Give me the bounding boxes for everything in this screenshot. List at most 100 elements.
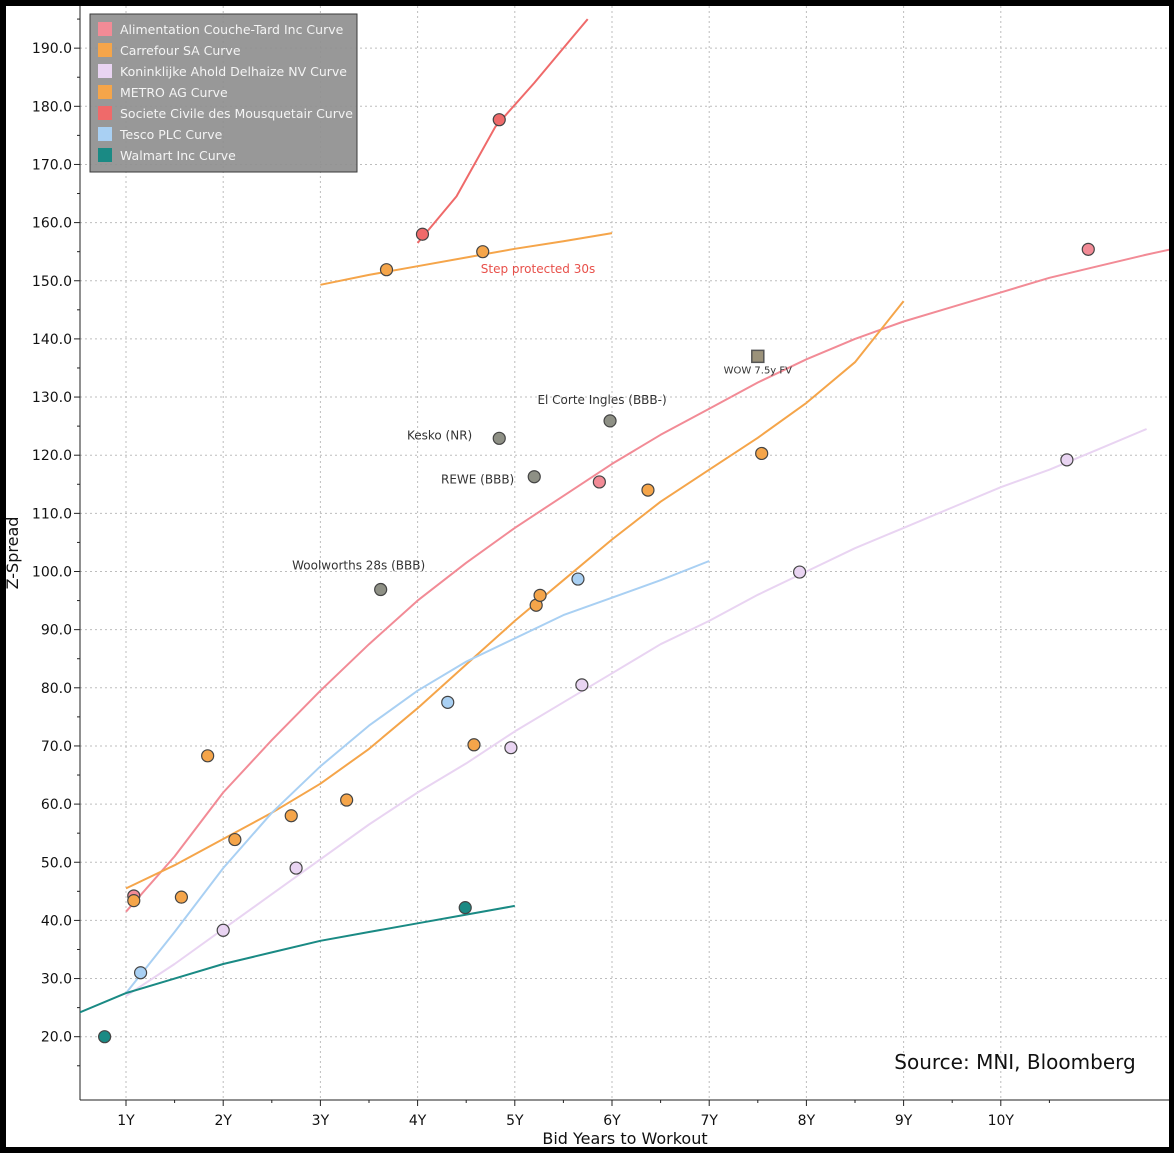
legend-entry: Carrefour SA Curve [120, 43, 241, 58]
minor-ticks [77, 18, 1050, 1103]
legend-entry: Alimentation Couche-Tard Inc Curve [120, 22, 344, 37]
plot-area [80, 6, 1169, 1100]
legend-entry: Koninklijke Ahold Delhaize NV Curve [120, 64, 347, 79]
data-point [533, 588, 547, 602]
y-tick-label: 40.0 [41, 913, 72, 929]
data-point [792, 565, 807, 579]
y-tick-label: 190.0 [32, 41, 72, 57]
legend: Alimentation Couche-Tard Inc Curve Carref… [89, 13, 358, 173]
peer-label: Kesko (NR) [407, 428, 472, 442]
data-point [216, 923, 230, 937]
x-tick-label: 4Y [409, 1113, 427, 1129]
series-curve [320, 232, 613, 286]
legend-entry: METRO AG Curve [120, 85, 228, 100]
data-point [379, 263, 394, 277]
y-axis-title: Z-Spread [3, 517, 22, 590]
y-tick-label: 110.0 [32, 506, 72, 522]
legend-swatch [98, 106, 112, 120]
series-points [98, 113, 1095, 1044]
legend-swatch [98, 127, 112, 141]
peer-label: WOW 7.5y FV [724, 365, 793, 376]
legend-box [89, 13, 358, 173]
data-point [571, 572, 585, 586]
series-curves [80, 18, 1169, 1014]
legend-entry: Tesco PLC Curve [119, 127, 223, 142]
y-tick-label: 20.0 [41, 1030, 72, 1046]
y-tick-label: 120.0 [32, 448, 72, 464]
peer-point [527, 470, 541, 484]
series-curve [80, 904, 515, 1014]
data-point [174, 890, 189, 904]
y-tick-label: 90.0 [41, 623, 72, 639]
data-point [284, 809, 298, 823]
data-point [592, 475, 606, 489]
y-tick-label: 180.0 [32, 99, 72, 115]
x-tick-label: 1Y [117, 1113, 135, 1129]
y-tick-label: 130.0 [32, 390, 72, 406]
y-tick-label: 80.0 [41, 681, 72, 697]
data-point [755, 446, 769, 461]
x-axis: 1Y 2Y 3Y 4Y 5Y 6Y 7Y 8Y 9Y 10Y [117, 1100, 1014, 1129]
series-curve [125, 248, 1169, 913]
y-tick-label: 30.0 [41, 972, 72, 988]
peer-points: Woolworths 28s (BBB) Kesko (NR) REWE (BBB)… [292, 349, 793, 597]
x-tick-label: 9Y [895, 1113, 913, 1129]
peer-label: Woolworths 28s (BBB) [292, 559, 425, 573]
y-tick-label: 160.0 [32, 216, 72, 232]
y-tick-label: 60.0 [41, 797, 72, 813]
y-tick-label: 140.0 [32, 332, 72, 348]
x-tick-label: 10Y [988, 1113, 1015, 1129]
peer-point [374, 582, 388, 597]
data-point [1081, 242, 1095, 256]
y-axis: 20.0 30.0 40.0 50.0 60.0 70.0 80.0 90.0 100.0 110… [32, 41, 80, 1046]
step-protected-annotation: Step protected 30s [481, 262, 596, 276]
y-tick-label: 170.0 [32, 157, 72, 173]
x-tick-label: 2Y [214, 1113, 232, 1129]
series-curve [125, 300, 905, 890]
legend-swatch [98, 148, 112, 162]
x-tick-label: 6Y [603, 1113, 621, 1129]
data-point [492, 113, 506, 127]
data-point [415, 227, 430, 241]
data-point [228, 832, 242, 847]
y-tick-label: 70.0 [41, 739, 72, 755]
y-tick-label: 100.0 [32, 565, 72, 581]
peer-point [603, 414, 617, 428]
legend-swatch [98, 22, 112, 36]
legend-swatch [98, 85, 112, 99]
x-tick-label: 5Y [506, 1113, 524, 1129]
data-point [340, 793, 354, 807]
legend-swatch [98, 43, 112, 57]
peer-label: El Corte Ingles (BBB-) [537, 393, 666, 407]
source-note: Source: MNI, Bloomberg [894, 1050, 1135, 1074]
data-point [476, 245, 490, 259]
data-point [133, 966, 148, 980]
y-tick-label: 50.0 [41, 855, 72, 871]
data-point [504, 741, 518, 755]
data-point [458, 901, 472, 915]
data-point [98, 1030, 112, 1044]
data-point [441, 695, 455, 709]
data-point [467, 738, 481, 752]
legend-swatch [98, 64, 112, 78]
data-point [1060, 453, 1074, 467]
data-point [641, 483, 655, 497]
data-point [289, 861, 303, 875]
peer-label: REWE (BBB) [441, 473, 514, 487]
peer-point [492, 431, 506, 445]
y-tick-label: 150.0 [32, 274, 72, 290]
series-curve [125, 428, 1147, 997]
data-point [201, 749, 215, 763]
x-tick-label: 7Y [700, 1113, 718, 1129]
x-tick-label: 8Y [798, 1113, 816, 1129]
data-point [575, 678, 589, 692]
legend-entry: Societe Civile des Mousquetair Curve [120, 106, 353, 121]
fv-marker [751, 349, 765, 364]
data-point [127, 894, 141, 908]
x-tick-label: 3Y [312, 1113, 330, 1129]
legend-entry: Walmart Inc Curve [120, 148, 236, 163]
x-axis-title: Bid Years to Workout [542, 1129, 707, 1148]
series-curve [125, 560, 710, 994]
